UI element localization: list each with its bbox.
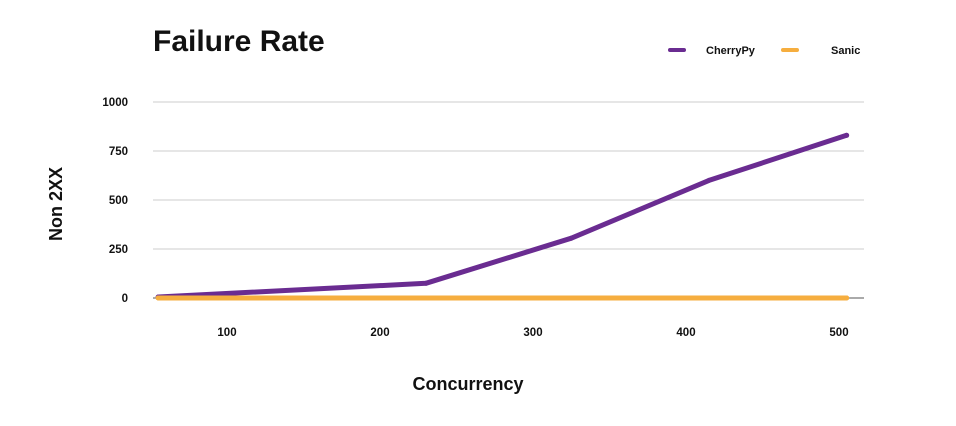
y-tick-label: 1000 [102, 97, 128, 109]
x-tick-label: 500 [829, 327, 848, 339]
x-tick-label: 400 [676, 327, 695, 339]
chart-title: Failure Rate [153, 25, 325, 58]
legend-label-sanic: Sanic [831, 45, 860, 57]
x-tick-label: 200 [370, 327, 389, 339]
series-layer [155, 132, 850, 301]
y-axis-ticks: 0 250 500 750 1000 [102, 97, 128, 305]
y-tick-label: 750 [109, 146, 128, 158]
x-axis-ticks: 100 200 300 400 500 [217, 327, 848, 339]
legend: CherryPy Sanic [668, 45, 860, 57]
x-axis-label: Concurrency [412, 374, 523, 394]
data-point-cherrypy [844, 132, 850, 138]
data-point-cherrypy [423, 280, 429, 286]
data-point-cherrypy [706, 177, 712, 183]
legend-label-cherrypy: CherryPy [706, 45, 756, 57]
data-point-sanic [155, 295, 161, 301]
y-tick-label: 250 [109, 244, 128, 256]
series-line-cherrypy [155, 132, 850, 300]
y-tick-label: 500 [109, 195, 128, 207]
y-tick-label: 0 [122, 293, 128, 305]
y-axis-label: Non 2XX [46, 167, 66, 241]
grid [153, 101, 864, 299]
data-point-sanic [844, 295, 850, 301]
x-tick-label: 100 [217, 327, 236, 339]
data-point-cherrypy [568, 235, 574, 241]
x-tick-label: 300 [523, 327, 542, 339]
